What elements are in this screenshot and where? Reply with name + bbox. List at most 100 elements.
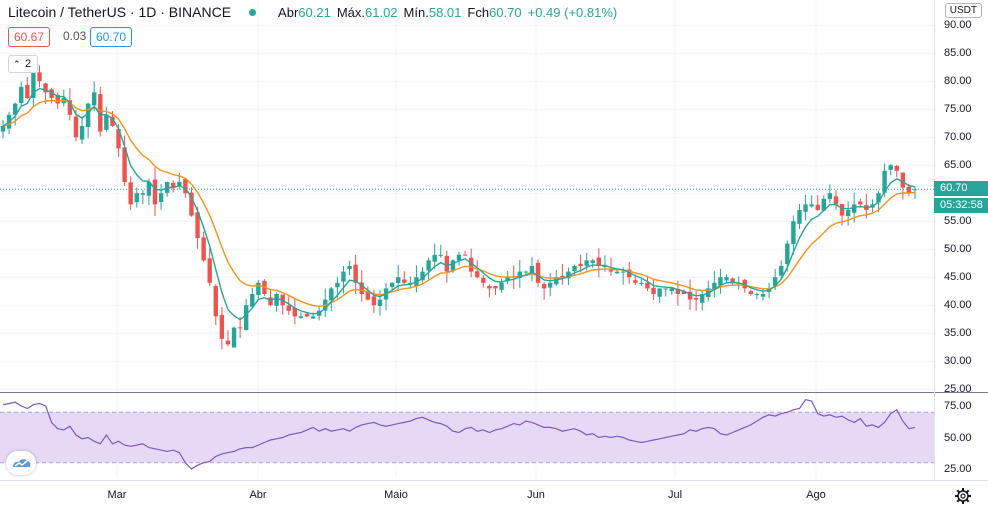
- price-tick-label: 75.00: [944, 103, 972, 116]
- close-value: 60.70: [489, 4, 522, 20]
- price-tick-label: 50.00: [944, 243, 972, 256]
- candle-body: [396, 277, 401, 284]
- candle-body: [560, 275, 565, 278]
- candle-body: [432, 254, 437, 262]
- candle-body: [779, 266, 784, 276]
- price-tick-label: 85.00: [944, 47, 972, 60]
- candle-body: [608, 268, 614, 272]
- rsi-band-lines: [0, 411, 934, 464]
- candle-body: [815, 204, 820, 210]
- candle-body: [724, 277, 729, 281]
- candle-body: [189, 192, 194, 216]
- candle-body: [693, 297, 699, 300]
- candle-body: [645, 282, 650, 289]
- candle-body: [201, 237, 206, 261]
- candle-body: [900, 172, 906, 188]
- close-label: Fch: [467, 4, 490, 20]
- candle-body: [292, 307, 298, 317]
- grid: [0, 0, 934, 478]
- change-value: +0.49 (+0.81%): [527, 4, 618, 20]
- candle-body: [535, 262, 541, 283]
- candle-body: [250, 294, 255, 307]
- candle-body: [225, 340, 231, 345]
- chevron-up-icon: ⌃: [13, 59, 21, 69]
- symbol-title[interactable]: Litecoin / TetherUS · 1D · BINANCE: [8, 4, 232, 20]
- currency-badge[interactable]: USDT: [944, 3, 982, 18]
- candle-body: [572, 266, 577, 272]
- candle-body: [821, 198, 826, 211]
- candle-body: [590, 260, 595, 264]
- candle-body: [310, 316, 316, 319]
- candle-body: [371, 296, 377, 306]
- candle-body: [675, 288, 681, 294]
- candle-body: [839, 204, 845, 216]
- candle-body: [888, 165, 893, 170]
- candle-body: [797, 210, 802, 224]
- candle-body: [274, 294, 279, 306]
- candle-body: [438, 254, 443, 256]
- candle-body: [122, 147, 127, 182]
- candle-body: [237, 327, 243, 329]
- candle-body: [882, 170, 887, 193]
- time-tick-label: Mar: [107, 489, 127, 501]
- candle-body: [627, 269, 632, 278]
- candle-body: [852, 204, 857, 213]
- candle-body: [43, 83, 48, 93]
- candle-body: [304, 313, 310, 317]
- indicators-toggle-button[interactable]: ⌃ 2: [8, 55, 38, 73]
- candle-body: [231, 327, 237, 348]
- candle-body: [657, 288, 662, 297]
- candle-body: [341, 271, 346, 282]
- open-value: 60.21: [298, 4, 331, 20]
- low-value: 58.01: [428, 4, 462, 20]
- candle-body: [633, 280, 638, 283]
- candle-body: [31, 70, 36, 99]
- high-value: 61.02: [365, 4, 398, 20]
- bid-price[interactable]: 60.67: [8, 27, 51, 47]
- candle-body: [651, 287, 656, 294]
- spread: 0.03: [58, 27, 92, 45]
- candle-body: [12, 103, 18, 115]
- candle-body: [49, 89, 54, 98]
- candle-body: [444, 255, 450, 272]
- candle-body: [195, 212, 200, 238]
- gear-icon[interactable]: [954, 487, 972, 505]
- candle-body: [748, 291, 754, 294]
- candle-body: [548, 282, 553, 288]
- price-tick-label: 55.00: [944, 215, 972, 228]
- candle-body: [541, 284, 547, 289]
- time-tick-label: Maio: [384, 489, 408, 501]
- candle-body: [389, 282, 395, 287]
- candle-body: [475, 271, 480, 278]
- time-tick-label: Ago: [806, 489, 826, 501]
- tradingview-logo-icon[interactable]: [6, 451, 36, 475]
- candle-body: [517, 271, 522, 278]
- high-label: Máx.: [336, 4, 365, 20]
- candle-body: [499, 282, 504, 290]
- rsi-tick-label: 25.00: [944, 463, 972, 475]
- price-tick-label: 80.00: [944, 75, 972, 88]
- candle-body: [602, 266, 608, 267]
- candle-body: [803, 204, 808, 212]
- candle-body: [134, 193, 139, 203]
- ask-price[interactable]: 60.70: [90, 27, 133, 47]
- candle-body: [614, 271, 620, 274]
- candle-body: [845, 210, 851, 217]
- candle-body: [681, 291, 687, 294]
- candle-body: [450, 260, 456, 272]
- candle-body: [785, 243, 790, 265]
- candle-body: [663, 288, 668, 290]
- candle-body: [0, 126, 6, 132]
- candle-body: [183, 178, 188, 194]
- candle-body: [584, 260, 589, 266]
- candle-body: [25, 84, 30, 98]
- candle-body: [809, 204, 814, 207]
- candle-body: [529, 266, 535, 275]
- price-tick-label: 45.00: [944, 271, 972, 284]
- candle-body: [894, 166, 899, 171]
- candle-body: [462, 254, 468, 256]
- candle-body: [329, 288, 334, 301]
- candle-body: [98, 94, 103, 132]
- candle-body: [493, 286, 498, 289]
